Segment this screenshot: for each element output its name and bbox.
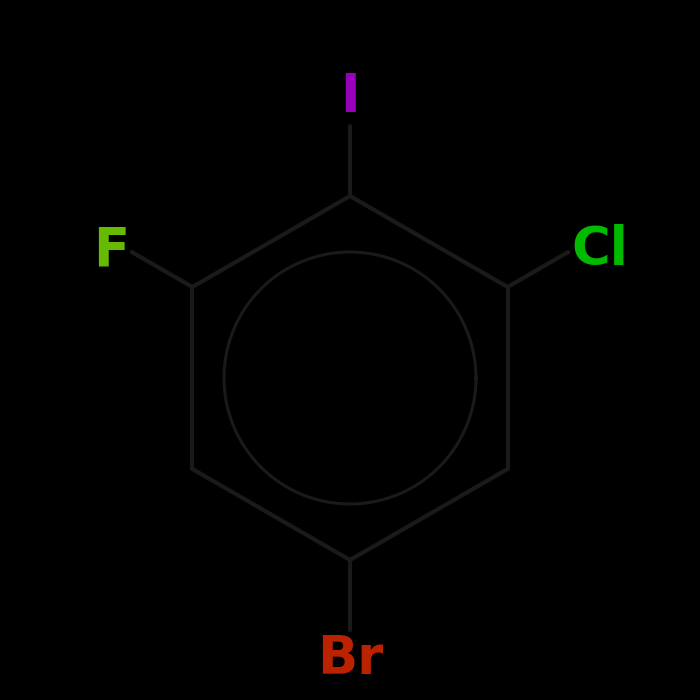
Text: Cl: Cl: [571, 224, 628, 276]
Text: Br: Br: [317, 634, 383, 685]
Text: F: F: [92, 224, 129, 276]
Text: I: I: [340, 71, 360, 122]
